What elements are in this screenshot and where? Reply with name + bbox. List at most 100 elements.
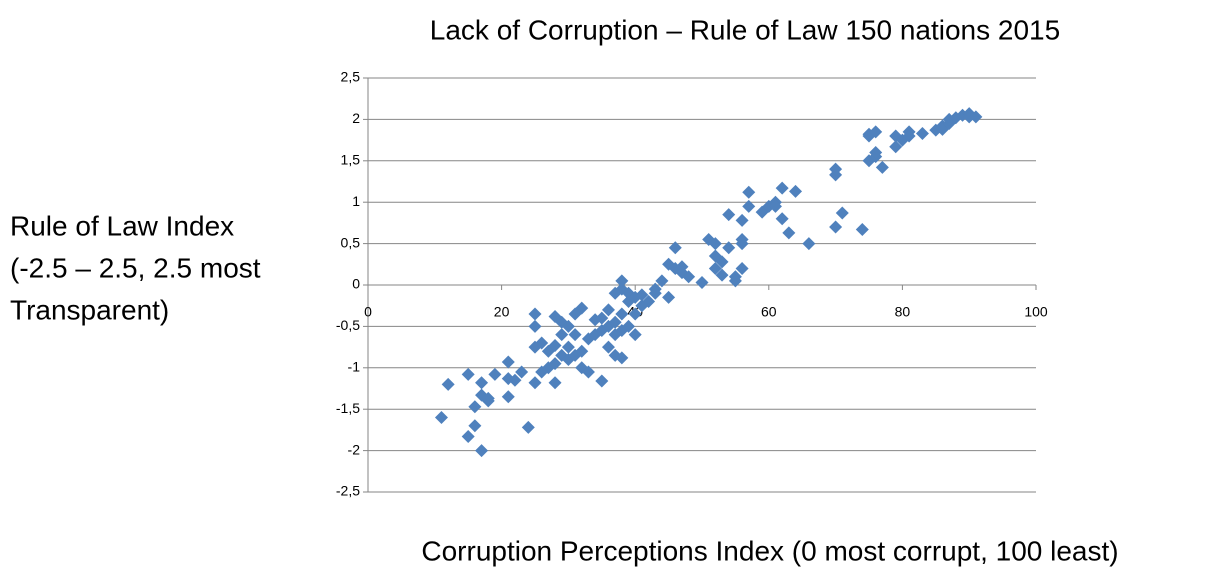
point: [682, 270, 696, 284]
y-tick-label: -2: [348, 441, 361, 457]
point: [615, 351, 629, 365]
x-tick-label: 0: [364, 304, 372, 320]
point: [535, 336, 549, 350]
point: [835, 206, 849, 220]
point: [728, 274, 742, 288]
y-tick-label: -0,5: [336, 317, 360, 333]
point: [575, 344, 589, 358]
point: [461, 367, 475, 381]
point: [668, 241, 682, 255]
point: [742, 199, 756, 213]
point: [775, 212, 789, 226]
point: [561, 319, 575, 333]
point: [601, 303, 615, 317]
point: [501, 355, 515, 369]
point: [521, 420, 535, 434]
y-tick-label: -2,5: [336, 483, 360, 499]
x-axis-label: Corruption Perceptions Index (0 most cor…: [421, 535, 1118, 566]
point: [829, 220, 843, 234]
y-axis-label: Transparent): [10, 294, 169, 325]
point: [461, 430, 475, 444]
point: [548, 376, 562, 390]
point: [789, 184, 803, 198]
point: [642, 295, 656, 309]
point: [829, 162, 843, 176]
point: [869, 125, 883, 139]
point: [528, 319, 542, 333]
point: [475, 444, 489, 458]
y-tick-label: -1: [348, 359, 361, 375]
y-axis-label: Rule of Law Index: [10, 210, 234, 241]
point: [902, 129, 916, 143]
point: [869, 146, 883, 160]
point: [855, 223, 869, 237]
x-tick-label: 20: [494, 304, 510, 320]
point: [775, 181, 789, 195]
x-tick-label: 80: [895, 304, 911, 320]
y-tick-label: 1: [352, 193, 360, 209]
point: [715, 255, 729, 269]
point: [575, 301, 589, 315]
x-tick-label: 100: [1024, 304, 1048, 320]
point: [434, 410, 448, 424]
point: [595, 311, 609, 325]
point: [735, 213, 749, 227]
point: [441, 377, 455, 391]
point: [735, 261, 749, 275]
point: [875, 160, 889, 174]
point: [608, 315, 622, 329]
point: [695, 276, 709, 290]
y-tick-label: 2,5: [341, 69, 361, 85]
point: [622, 319, 636, 333]
point: [662, 290, 676, 304]
point: [802, 237, 816, 251]
y-axis-label: (-2.5 – 2.5, 2.5 most: [10, 252, 261, 283]
point: [628, 328, 642, 342]
point: [648, 282, 662, 296]
point: [475, 376, 489, 390]
point: [782, 226, 796, 240]
point: [735, 232, 749, 246]
point: [708, 237, 722, 251]
point: [568, 328, 582, 342]
point: [548, 338, 562, 352]
point: [615, 307, 629, 321]
point: [615, 274, 629, 288]
point: [715, 268, 729, 282]
x-tick-label: 60: [761, 304, 777, 320]
point: [561, 340, 575, 354]
point: [501, 390, 515, 404]
point: [468, 419, 482, 433]
y-tick-label: -1,5: [336, 400, 360, 416]
point: [515, 365, 529, 379]
point: [581, 365, 595, 379]
y-tick-label: 2: [352, 110, 360, 126]
point: [628, 307, 642, 321]
point: [468, 400, 482, 414]
point: [488, 367, 502, 381]
point: [601, 340, 615, 354]
chart-title: Lack of Corruption – Rule of Law 150 nat…: [430, 14, 1060, 45]
point: [655, 274, 669, 288]
point: [555, 328, 569, 342]
point: [889, 140, 903, 154]
point: [969, 110, 983, 124]
point: [548, 357, 562, 371]
y-tick-label: 0,5: [341, 234, 361, 250]
point: [722, 241, 736, 255]
point: [501, 372, 515, 386]
point: [722, 208, 736, 222]
y-tick-label: 0: [352, 276, 360, 292]
point: [742, 185, 756, 199]
y-tick-label: 1,5: [341, 152, 361, 168]
point: [635, 288, 649, 302]
point: [708, 261, 722, 275]
point: [915, 126, 929, 140]
point: [528, 376, 542, 390]
point: [528, 307, 542, 321]
point: [481, 391, 495, 405]
point: [768, 199, 782, 213]
point: [508, 373, 522, 387]
point: [595, 374, 609, 388]
